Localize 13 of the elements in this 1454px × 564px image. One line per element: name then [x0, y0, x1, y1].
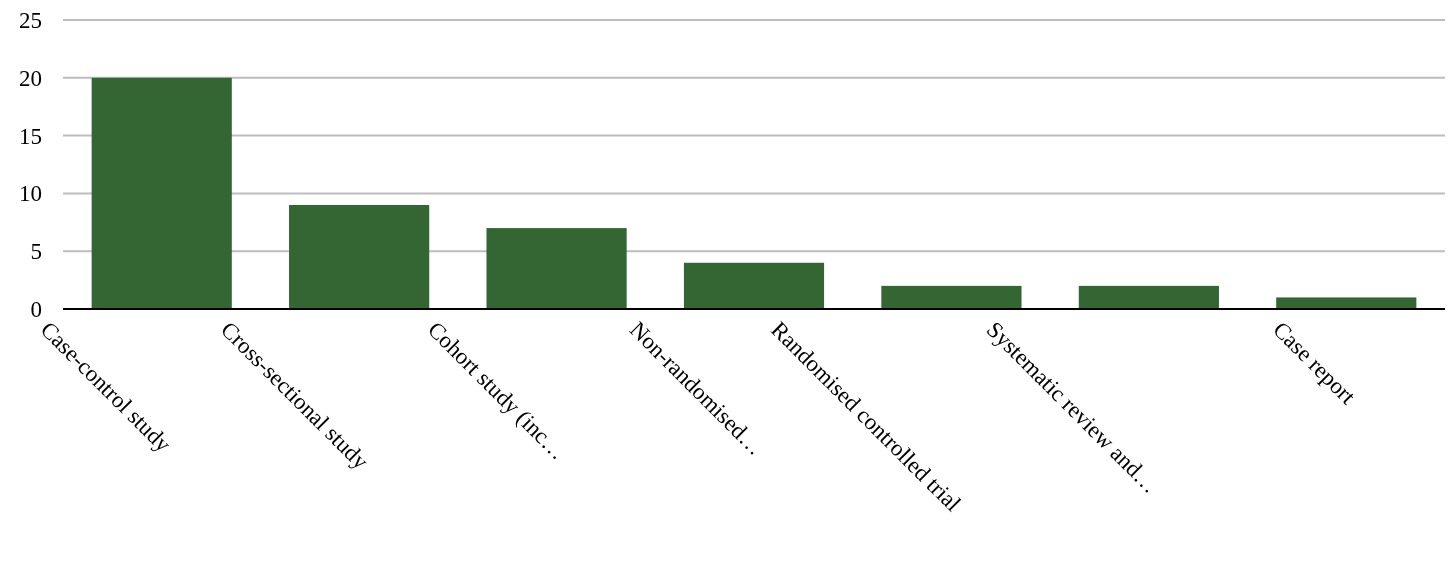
bar	[486, 228, 627, 309]
bar	[881, 285, 1022, 309]
y-tick-label: 10	[19, 181, 42, 207]
y-tick-label: 25	[19, 8, 42, 34]
y-tick-label: 0	[30, 297, 42, 323]
bar	[91, 77, 232, 309]
bar	[683, 262, 825, 309]
y-tick-label: 15	[19, 123, 42, 149]
bar	[1276, 297, 1417, 309]
bar	[1078, 285, 1219, 309]
y-tick-label: 20	[19, 65, 42, 91]
bar	[289, 204, 430, 309]
y-tick-label: 5	[30, 239, 42, 265]
